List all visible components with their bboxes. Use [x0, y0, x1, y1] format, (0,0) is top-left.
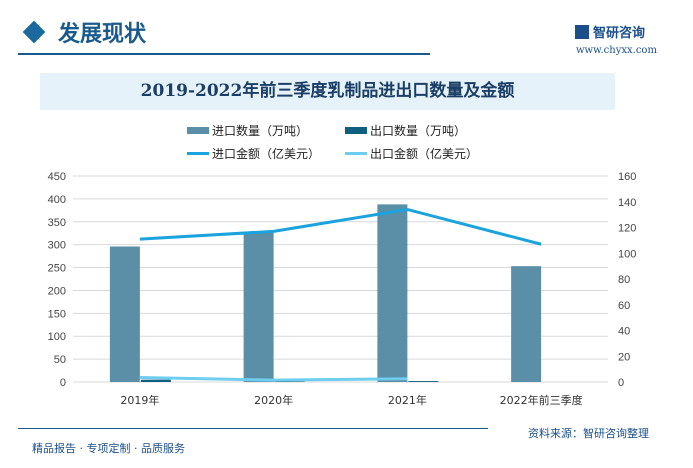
bar-import-qty: [511, 266, 542, 382]
x-axis-tick-label: 2019年: [120, 393, 159, 407]
footer-divider: [18, 428, 488, 429]
right-axis-tick-label: 0: [618, 377, 624, 389]
website: www.chyxx.com: [576, 45, 657, 56]
right-axis-tick-label: 100: [618, 248, 636, 260]
left-axis-tick-label: 450: [48, 171, 66, 183]
bar-export-qty: [408, 381, 439, 382]
x-axis-tick-label: 2021年: [388, 393, 427, 407]
legend-item-import-amt: 进口金额（亿美元）: [187, 145, 320, 162]
left-axis-tick-label: 0: [60, 377, 66, 389]
line-export-amount: [139, 375, 408, 382]
left-axis-tick-label: 400: [48, 194, 66, 206]
x-axis-tick-label: 2022年前三季度: [500, 393, 583, 407]
legend-item-export-qty: 出口数量（万吨）: [345, 122, 466, 139]
logo-text: 智研咨询: [593, 26, 646, 41]
right-axis-tick-label: 120: [618, 223, 636, 235]
right-axis-tick-label: 60: [618, 300, 630, 312]
left-axis-tick-label: 200: [48, 285, 66, 297]
right-axis-tick-label: 160: [618, 171, 636, 183]
legend-item-import-qty: 进口数量（万吨）: [187, 122, 308, 139]
line-import-amount: [139, 207, 542, 246]
bar-export-qty: [140, 379, 171, 382]
right-axis-tick-label: 40: [618, 326, 630, 338]
left-axis-tick-label: 150: [48, 308, 66, 320]
legend-item-export-amt: 出口金额（亿美元）: [345, 145, 478, 162]
chart-title: 2019-2022年前三季度乳制品进出口数量及金额: [40, 73, 615, 110]
right-axis-tick-label: 140: [618, 197, 636, 209]
footer-tagline: 精品报告 · 专项定制 · 品质服务: [32, 442, 185, 455]
section-title: 发展现状: [58, 22, 147, 47]
bar-import-qty: [377, 204, 408, 382]
data-source: 资料来源：智研咨询整理: [528, 427, 649, 440]
logo-icon: [575, 25, 589, 39]
left-axis-tick-label: 250: [48, 263, 66, 275]
header-divider: [18, 53, 430, 55]
brand-logo: 智研咨询: [575, 22, 645, 41]
x-axis-tick-label: 2020年: [254, 393, 293, 407]
left-axis-tick-label: 350: [48, 217, 66, 229]
bar-import-qty: [243, 232, 274, 382]
bar-import-qty: [109, 246, 140, 382]
left-axis-tick-label: 300: [48, 240, 66, 252]
right-axis-tick-label: 20: [618, 351, 630, 363]
left-axis-tick-label: 50: [54, 354, 66, 366]
right-axis-tick-label: 80: [618, 274, 630, 286]
left-axis-tick-label: 100: [48, 331, 66, 343]
